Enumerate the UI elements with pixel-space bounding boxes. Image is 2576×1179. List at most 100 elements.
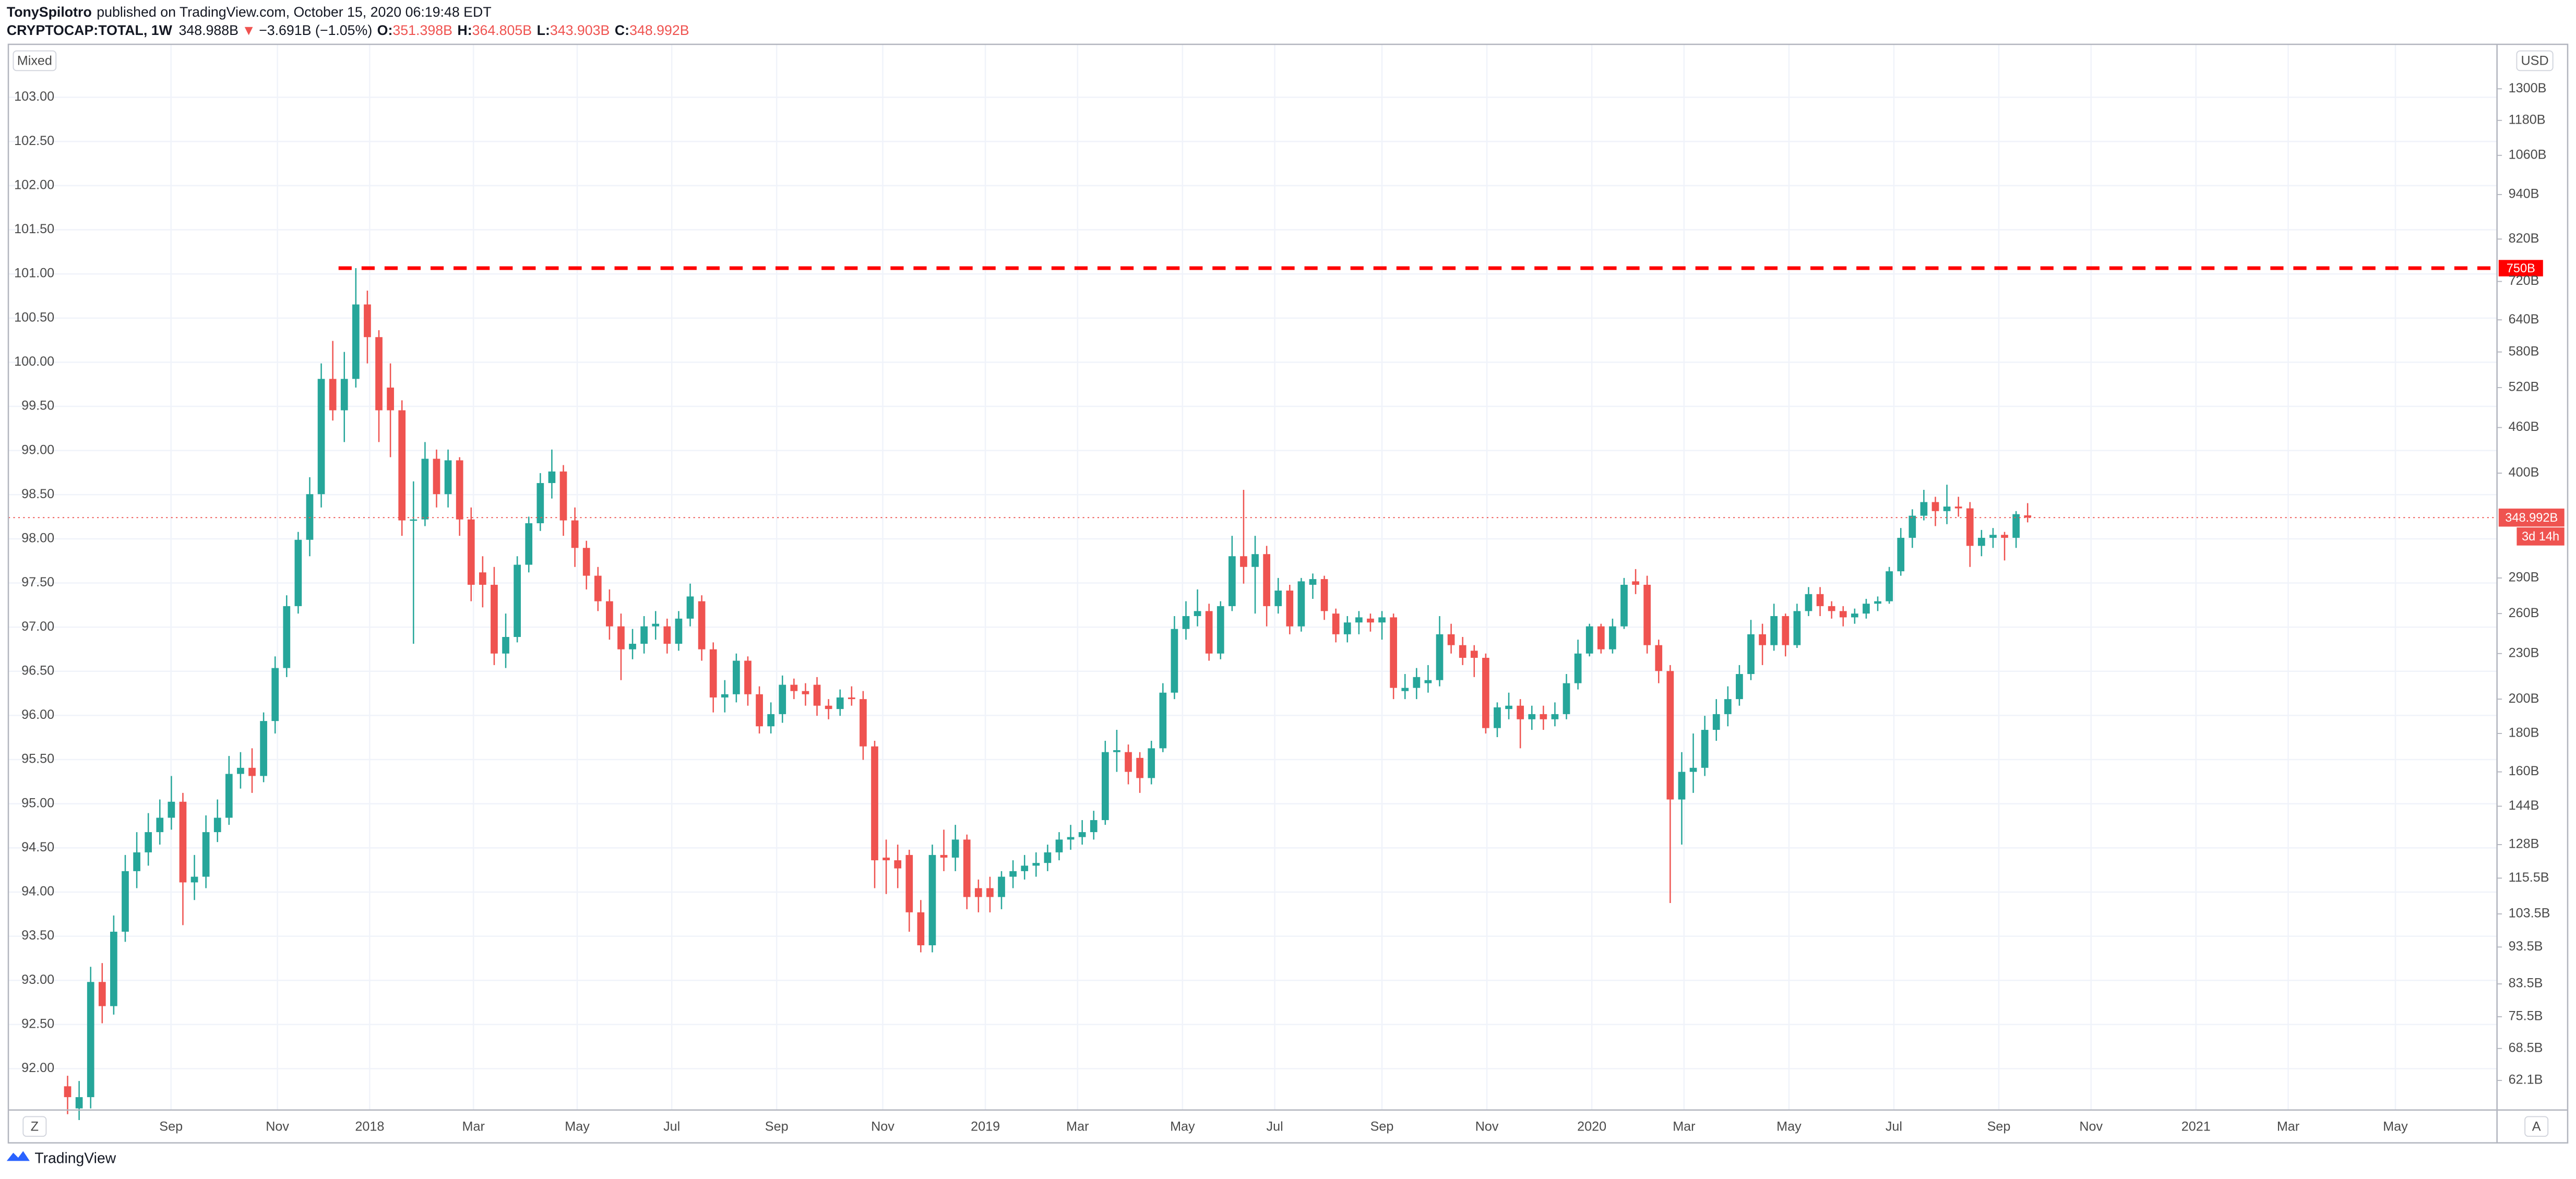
candle-body — [1689, 767, 1697, 772]
candle-body — [802, 691, 809, 694]
currency-button[interactable] — [2516, 50, 2554, 71]
x-tick-label: Mar — [1673, 1120, 1695, 1134]
y-tick-label: 144B — [2509, 798, 2539, 813]
level-label: 750B — [2507, 262, 2535, 275]
auto-button[interactable] — [2524, 1116, 2549, 1137]
candle-body — [1332, 613, 1340, 634]
candle-body — [237, 767, 244, 774]
zoom-button[interactable] — [22, 1116, 47, 1137]
candle-body — [1229, 556, 1236, 606]
candles — [64, 268, 2032, 1120]
candle-body — [1517, 705, 1524, 719]
y-tick-label: 93.5B — [2509, 939, 2543, 954]
candle-body — [767, 714, 775, 727]
y2-tick-label: 95.50 — [21, 752, 54, 766]
candle-body — [306, 494, 314, 540]
candle-body — [1055, 839, 1063, 852]
candle-body — [260, 721, 267, 776]
y-tick-label: 940B — [2509, 187, 2539, 201]
candle-body — [721, 694, 729, 697]
change: −3.691B (−1.05%) — [259, 22, 372, 38]
candle-body — [744, 660, 752, 694]
price-label-bg — [2498, 508, 2565, 527]
logo-icon — [6, 1151, 30, 1161]
y2-tick-label: 95.00 — [21, 796, 54, 810]
candle-body — [87, 982, 94, 1098]
candle-body — [1989, 535, 1997, 538]
candle-body — [882, 857, 890, 861]
price-label: 348.992B — [2505, 511, 2558, 525]
y2-tick-label: 99.50 — [21, 399, 54, 413]
y-tick-label: 290B — [2509, 570, 2539, 585]
x-tick-label: 2019 — [971, 1120, 1000, 1134]
overlays: 750B 348.992B 3d 14h — [8, 260, 2565, 546]
grid — [8, 44, 2497, 1110]
candle-body — [652, 623, 660, 627]
symbol: CRYPTOCAP:TOTAL, 1W — [7, 22, 173, 38]
candle-body — [456, 460, 463, 520]
candle-body — [1078, 832, 1086, 837]
candle-body — [1113, 750, 1120, 752]
scale-mode: Mixed — [17, 54, 52, 68]
author: TonySpilotro — [7, 4, 92, 20]
currency: USD — [2521, 54, 2548, 68]
x-tick-label: Mar — [1066, 1120, 1089, 1134]
candle-body — [1205, 611, 1213, 654]
header-line-1: TonySpilotro published on TradingView.com… — [7, 4, 492, 20]
x-tick-label: Nov — [266, 1120, 289, 1134]
candle-body — [410, 519, 418, 521]
candle-body — [1136, 757, 1143, 778]
x-tick-label: 2018 — [355, 1120, 384, 1134]
candle-body — [1563, 683, 1570, 714]
candle-body — [951, 839, 959, 858]
y2-tick-label: 93.50 — [21, 928, 54, 943]
candle-body — [675, 618, 683, 644]
candle-body — [974, 888, 982, 897]
candle-body — [491, 584, 498, 654]
candle-body — [640, 626, 648, 644]
candle-body — [790, 684, 798, 691]
y-tick-label: 460B — [2509, 419, 2539, 434]
candle-body — [1597, 626, 1605, 649]
candle-body — [1032, 863, 1040, 866]
candle-body — [860, 699, 867, 747]
y-tick-label: 128B — [2509, 837, 2539, 851]
candle-body — [1528, 714, 1536, 719]
candle-body — [1482, 657, 1489, 728]
candle-body — [110, 931, 117, 1006]
last: 348.988B — [178, 22, 238, 38]
x-tick-label: Jul — [1267, 1120, 1283, 1134]
candle-body — [1609, 626, 1616, 649]
y-tick-label: 640B — [2509, 312, 2539, 327]
candle-body — [202, 832, 210, 877]
y2-tick-label: 98.50 — [21, 487, 54, 501]
candle-body — [1297, 581, 1305, 627]
scale-mode-button[interactable] — [13, 50, 57, 71]
x-tick-label: Nov — [1475, 1120, 1499, 1134]
candle-body — [433, 459, 440, 495]
x-tick-label: 2020 — [1577, 1120, 1606, 1134]
candle-body — [1966, 508, 1974, 546]
candle-body — [75, 1097, 83, 1109]
brand: TradingView — [34, 1150, 116, 1167]
candle-body — [444, 460, 452, 495]
h-label: H: — [457, 22, 472, 38]
candle-body — [825, 705, 832, 709]
candle-body — [1816, 594, 1824, 606]
y-tick-label: 75.5B — [2509, 1009, 2543, 1024]
y2-tick-label: 100.00 — [14, 354, 54, 369]
x-tick-label: May — [565, 1120, 590, 1134]
level-label-bg — [2498, 260, 2543, 276]
candle-body — [248, 767, 256, 776]
candle-body — [225, 774, 233, 818]
candle-body — [145, 832, 152, 852]
candle-body — [190, 876, 198, 883]
auto-label: A — [2532, 1120, 2541, 1134]
candle-body — [1943, 507, 1951, 511]
x-tick-label: Sep — [1987, 1120, 2011, 1134]
candle-body — [1620, 584, 1628, 627]
candle-body — [1378, 617, 1386, 623]
candle-body — [571, 520, 579, 548]
candle-body — [1044, 852, 1052, 863]
y-tick-label: 260B — [2509, 606, 2539, 620]
